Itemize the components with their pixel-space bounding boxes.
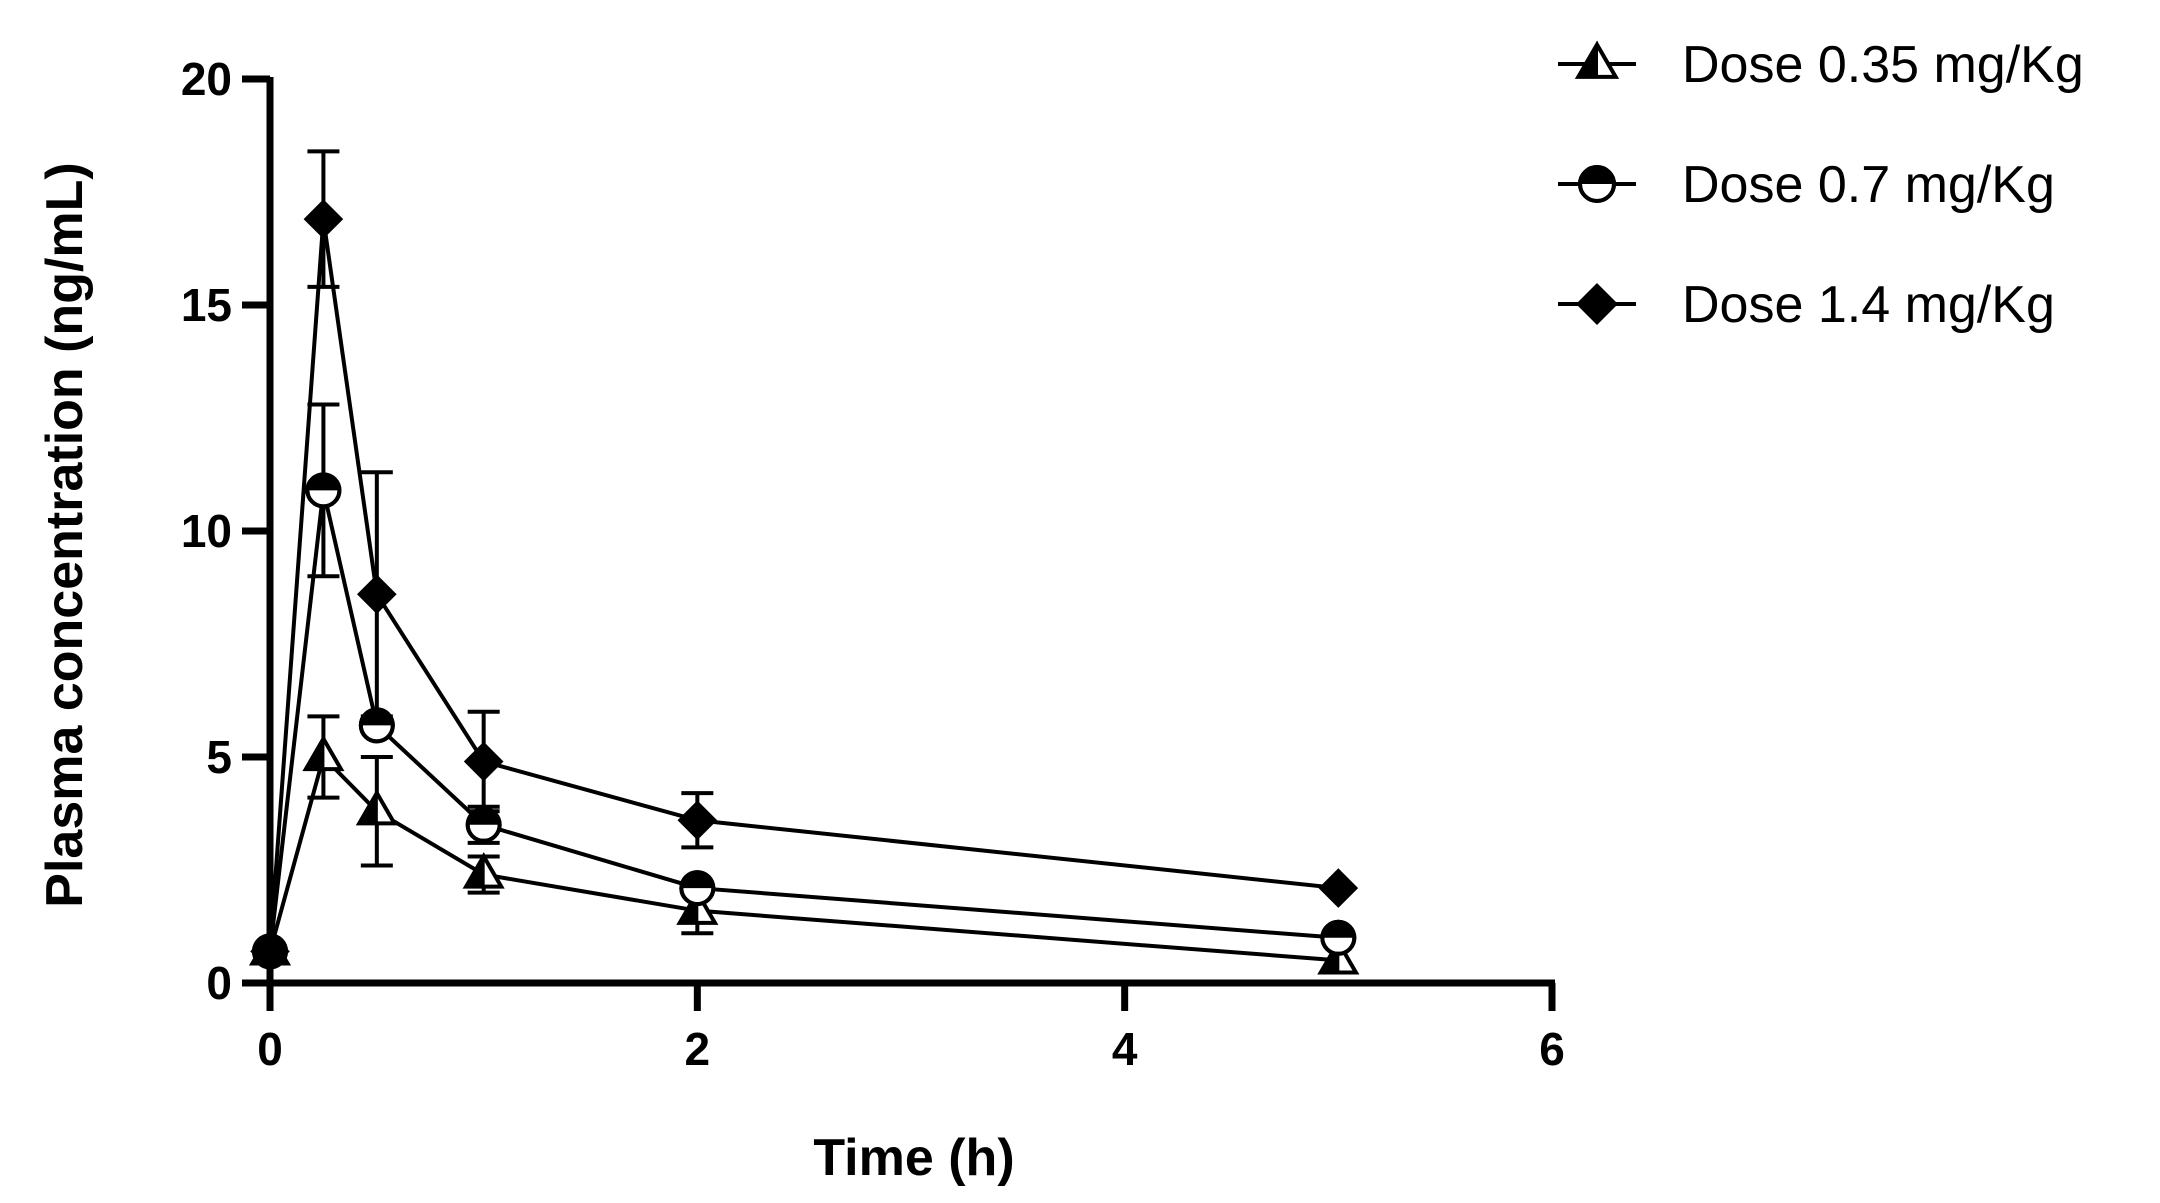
- y-tick-label: 10: [181, 505, 232, 557]
- x-ticks: 0 2 4 6: [257, 983, 1565, 1075]
- y-tick-label: 5: [206, 731, 232, 783]
- x-axis-title: Time (h): [813, 1129, 1014, 1187]
- data-point-s2-p4: [465, 806, 502, 843]
- legend-item-3: Dose 1.4 mg/Kg: [1558, 276, 2055, 334]
- marker-fill: [463, 741, 504, 782]
- series-line-2: [268, 489, 1339, 952]
- y-axis-title: Plasma concentration (ng/mL): [36, 162, 94, 907]
- marker-fill: [357, 789, 378, 825]
- marker-fill: [1318, 868, 1359, 908]
- legend-marker: [1576, 283, 1618, 325]
- y-tick-label: 0: [206, 957, 232, 1009]
- data-point-s3-p4: [463, 741, 504, 782]
- data-point-s1-p3: [355, 789, 398, 826]
- marker-fill: [304, 735, 325, 771]
- data-point-s3-p2: [303, 199, 344, 239]
- data-point-s1-p2: [302, 734, 345, 772]
- marker-ring: [1578, 165, 1616, 203]
- marker-ring: [679, 870, 716, 907]
- series-line-1: [268, 753, 1339, 963]
- data-point-s2-p5: [679, 870, 716, 907]
- legend-item-2: Dose 0.7 mg/Kg: [1558, 156, 2055, 214]
- marker-fill: [303, 199, 344, 239]
- marker-fill: [1576, 283, 1618, 325]
- marker-ring: [465, 806, 502, 843]
- legend-label: Dose 1.4 mg/Kg: [1682, 276, 2055, 334]
- axes: 0 5 10 15 20 0 2 4 6: [181, 53, 1565, 1075]
- marker-fill: [1576, 40, 1598, 78]
- legend-marker: [1574, 40, 1620, 79]
- data-point-s2-p2: [305, 472, 342, 509]
- data-point-s2-p6: [1320, 919, 1357, 956]
- x-tick-label: 0: [257, 1023, 283, 1075]
- legend: Dose 0.35 mg/Kg Dose 0.7 mg/Kg Dose 1.4 mg…: [1558, 36, 2084, 334]
- legend-item-1: Dose 0.35 mg/Kg: [1558, 36, 2084, 94]
- y-tick-label: 15: [181, 279, 232, 331]
- y-ticks: 0 5 10 15 20: [181, 53, 270, 1009]
- data-point-s3-p6: [1318, 868, 1359, 908]
- marker-ring: [1320, 919, 1357, 956]
- x-tick-label: 6: [1539, 1023, 1565, 1075]
- legend-marker: [1578, 165, 1616, 203]
- markers: [248, 199, 1360, 975]
- marker-ring: [358, 707, 395, 744]
- marker-ring: [305, 472, 342, 509]
- legend-label: Dose 0.35 mg/Kg: [1682, 36, 2084, 94]
- marker-fill: [357, 574, 397, 615]
- data-point-s3-p5: [677, 800, 718, 841]
- series-line-3: [268, 218, 1339, 952]
- data-point-s3-p3: [357, 574, 397, 615]
- x-tick-label: 4: [1112, 1023, 1138, 1075]
- marker-fill: [677, 800, 718, 841]
- y-tick-label: 20: [181, 53, 232, 105]
- plot-area: [248, 149, 1360, 975]
- x-tick-label: 2: [685, 1023, 711, 1075]
- series-lines: [268, 218, 1339, 963]
- marker-fill: [464, 852, 485, 888]
- data-point-s1-p4: [462, 852, 505, 889]
- legend-label: Dose 0.7 mg/Kg: [1682, 156, 2055, 214]
- data-point-s2-p3: [358, 707, 395, 744]
